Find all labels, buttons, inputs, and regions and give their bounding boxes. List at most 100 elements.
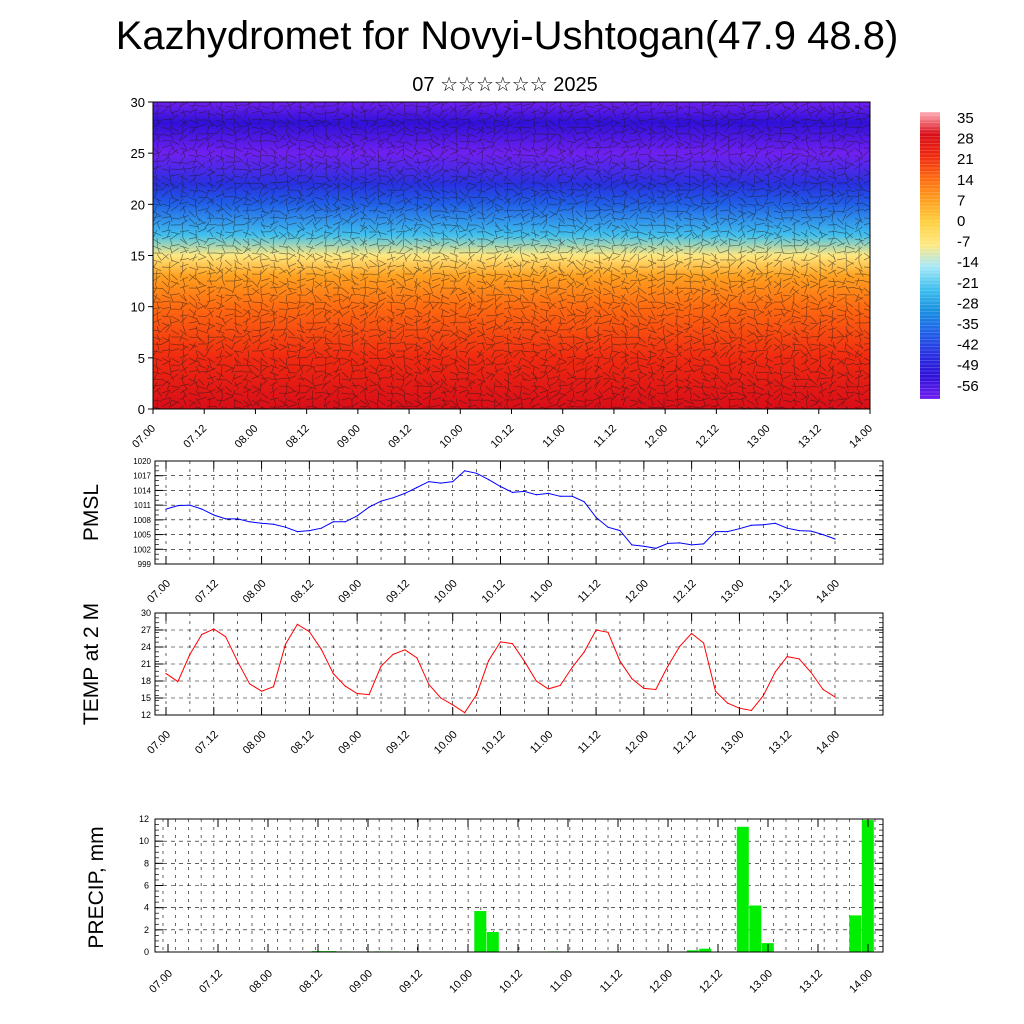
y-tick-label: 0: [144, 947, 149, 957]
wind-vector-column: [802, 102, 812, 409]
wind-vector-column: [490, 102, 500, 409]
data-point: [296, 531, 298, 533]
data-point: [392, 497, 394, 499]
colorbar-label: -28: [957, 295, 979, 312]
panel-frame: [154, 460, 884, 565]
y-tick-label: 999: [138, 560, 152, 569]
x-tick-label: 08.12: [289, 578, 317, 606]
x-tick-label: 11.12: [592, 423, 619, 450]
data-point: [750, 524, 753, 526]
data-point: [679, 542, 681, 544]
x-tick-label: 13.12: [766, 729, 794, 757]
wind-vector-column: [165, 102, 175, 409]
data-point: [201, 633, 203, 636]
wind-vector-row: [153, 302, 870, 316]
y-tick-label: 27: [141, 625, 151, 635]
y-tick-label: 15: [141, 693, 151, 703]
data-point: [607, 631, 609, 633]
x-tick-label: 13.12: [766, 578, 794, 606]
data-point: [261, 690, 263, 692]
wind-vector-row: [153, 120, 870, 134]
wind-vector-row: [153, 386, 870, 400]
data-point: [726, 702, 729, 704]
x-tick-label: 10.12: [489, 423, 517, 451]
x-tick-label: 14.00: [847, 423, 875, 451]
chart-title: Kazhydromet for Novyi-Ushtogan(47.9 48.8…: [115, 14, 899, 58]
data-point: [464, 470, 466, 472]
precip-bar: [861, 820, 874, 952]
x-tick-label: 07.12: [193, 729, 221, 757]
wind-vector-row: [153, 288, 870, 302]
wind-vector-column: [555, 102, 565, 409]
data-point: [201, 508, 203, 510]
colorbar-label: 35: [957, 110, 974, 127]
x-tick-label: 07.00: [130, 423, 158, 451]
wind-vector-column: [191, 102, 201, 409]
data-point: [416, 657, 418, 659]
wind-vector-row: [153, 330, 870, 344]
wind-vector-column: [295, 102, 305, 409]
wind-vector-column: [153, 102, 162, 409]
x-tick-label: 09.00: [347, 968, 375, 996]
wind-vector-row: [153, 323, 870, 337]
wind-vector-row: [153, 134, 870, 148]
colorbar-label: -7: [957, 234, 970, 251]
wind-vector-column: [283, 102, 292, 409]
data-point: [559, 495, 561, 497]
colorbar-label: 14: [957, 172, 974, 189]
x-tick-label: 07.00: [145, 729, 173, 757]
wind-vector-column: [685, 102, 695, 409]
data-point: [774, 522, 776, 524]
data-point: [559, 684, 561, 687]
data-point: [786, 527, 788, 529]
data-point: [189, 504, 191, 506]
data-point: [249, 521, 251, 523]
x-tick-label: 08.00: [247, 968, 275, 996]
precip-bar: [749, 905, 762, 952]
colorbar-label: 0: [957, 213, 965, 230]
wind-vector-column: [399, 102, 409, 409]
data-point: [225, 636, 227, 638]
wind-vector-column: [517, 102, 526, 409]
data-point: [834, 538, 836, 540]
data-point: [452, 704, 454, 706]
data-point: [547, 492, 549, 494]
precip-bar: [699, 948, 712, 952]
wind-vector-row: [153, 204, 870, 218]
y-tick-label: 25: [131, 146, 145, 161]
x-tick-label: 13.00: [719, 578, 747, 606]
y-tick-label: 20: [131, 197, 145, 212]
x-tick-label: 12.00: [642, 423, 670, 451]
wind-vector-column: [646, 102, 656, 409]
wind-vector-column: [776, 102, 786, 409]
wind-vector-column: [373, 102, 383, 409]
data-point: [499, 641, 502, 643]
x-tick-label: 10.12: [497, 968, 525, 996]
y-tick-label: 2: [144, 925, 149, 935]
data-point: [392, 653, 394, 656]
wind-vector-column: [477, 102, 487, 409]
wind-vector-row: [153, 232, 870, 246]
x-tick-label: 14.00: [814, 729, 842, 757]
data-point: [619, 660, 621, 662]
data-point: [714, 690, 717, 692]
data-point: [631, 544, 633, 546]
y-axis-label: PRECIP, mm: [85, 826, 108, 948]
wind-vector-column: [269, 102, 279, 409]
x-tick-label: 12.00: [647, 968, 675, 996]
x-tick-label: 14.00: [847, 968, 875, 996]
wind-vector-row: [153, 379, 870, 393]
heatmap-panel: 0 5 10 15 20 25 30 07.00 07.12 08.00 08.12 09.00 09.…: [130, 95, 875, 451]
colorbar-label: -14: [957, 254, 979, 271]
data-point: [607, 526, 609, 528]
colorbar-label: -49: [957, 357, 979, 374]
data-point: [786, 656, 788, 658]
data-point: [667, 542, 669, 545]
data-point: [738, 707, 741, 709]
data-point: [225, 518, 227, 520]
data-point: [368, 694, 370, 696]
data-point: [380, 665, 382, 667]
wind-vector-column: [763, 102, 773, 409]
wind-vector-column: [412, 102, 422, 409]
